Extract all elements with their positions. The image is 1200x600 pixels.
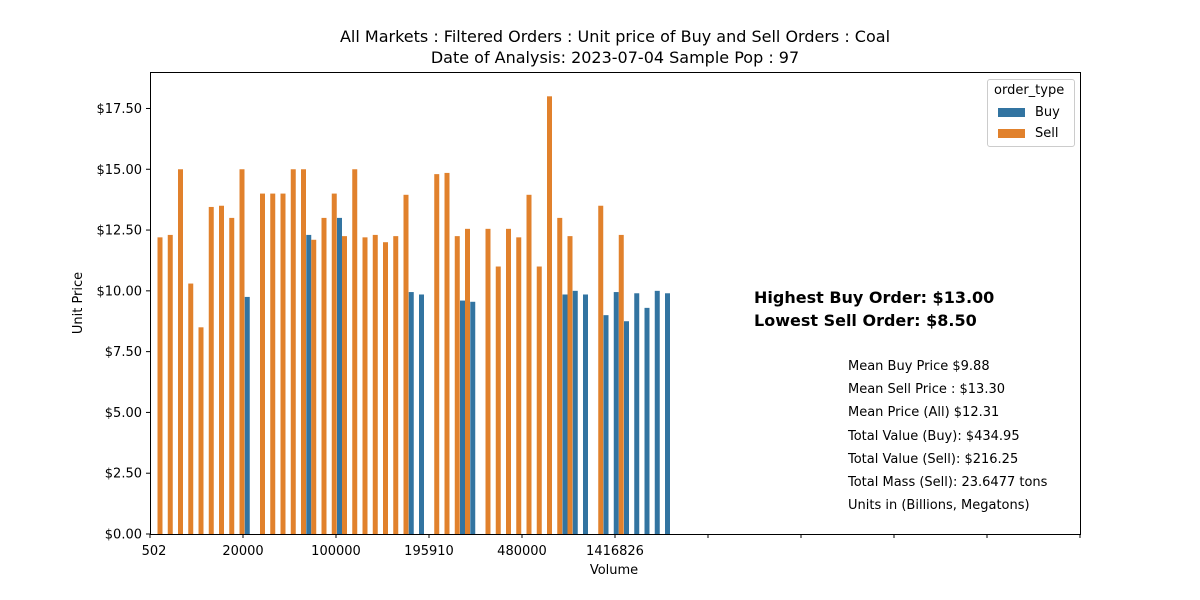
bar-sell-35 xyxy=(516,237,522,535)
bars-group xyxy=(157,96,670,535)
bar-sell-4 xyxy=(198,327,204,534)
bar-sell-14 xyxy=(301,169,306,534)
y-tick-label-3: $7.50 xyxy=(105,345,142,360)
bar-buy-26 xyxy=(419,294,424,534)
bar-sell-5 xyxy=(208,206,214,534)
bar-sell-33 xyxy=(495,266,501,534)
legend-item-sell: Sell xyxy=(998,126,1058,141)
bar-sell-17 xyxy=(331,193,337,534)
x-tick-label-3: 195910 xyxy=(404,544,454,559)
chart-subtitle: Date of Analysis: 2023-07-04 Sample Pop … xyxy=(430,48,800,67)
bar-sell-27 xyxy=(434,174,440,534)
legend-item-buy: Buy xyxy=(998,105,1060,120)
legend-title: order_type xyxy=(994,83,1065,98)
bar-sell-1 xyxy=(167,234,173,535)
bar-sell-10 xyxy=(260,193,265,534)
bar-sell-24 xyxy=(403,194,409,534)
y-tick-label-0: $0.00 xyxy=(105,528,142,543)
bar-sell-3 xyxy=(188,283,194,534)
x-tick-label-0: 502 xyxy=(142,544,167,559)
legend-label-sell: Sell xyxy=(1035,126,1059,141)
bar-sell-0 xyxy=(157,237,163,535)
lowest-sell-annotation: Lowest Sell Order: $8.50 xyxy=(754,311,977,330)
bar-sell-16 xyxy=(321,217,327,535)
stat-mean-buy: Mean Buy Price $9.88 xyxy=(848,359,990,374)
bar-sell-37 xyxy=(536,266,542,534)
bar-buy-30 xyxy=(460,300,465,534)
bar-sell-19 xyxy=(352,169,358,534)
bar-sell-36 xyxy=(526,194,532,534)
bar-buy-42 xyxy=(583,294,588,534)
stat-total-mass-sell: Total Mass (Sell): 23.6477 tons xyxy=(848,475,1048,490)
bar-sell-21 xyxy=(372,234,378,535)
bar-sell-23 xyxy=(393,236,399,534)
bar-sell-22 xyxy=(383,242,388,535)
legend-swatch-buy xyxy=(998,108,1025,117)
bar-sell-18 xyxy=(342,236,347,534)
bar-sell-20 xyxy=(362,237,368,535)
bar-buy-46 xyxy=(624,321,629,534)
legend-label-buy: Buy xyxy=(1035,105,1060,120)
y-tick-label-6: $15.00 xyxy=(97,163,143,178)
bar-sell-45 xyxy=(618,234,624,535)
bar-sell-13 xyxy=(290,169,296,534)
stat-mean-all: Mean Price (All) $12.31 xyxy=(848,405,1000,420)
y-tick-label-5: $12.50 xyxy=(97,224,143,239)
y-axis: $0.00 $2.50 $5.00 $7.50 $10.00 $12.50 $15.00 $1… xyxy=(97,102,150,543)
bar-buy-31 xyxy=(470,301,476,534)
y-tick-label-7: $17.50 xyxy=(97,102,143,117)
bar-sell-30 xyxy=(465,228,470,534)
bar-sell-34 xyxy=(506,228,511,534)
bar-sell-39 xyxy=(557,217,563,535)
x-axis-label: Volume xyxy=(590,563,638,578)
bar-sell-2 xyxy=(178,169,183,534)
bar-buy-9 xyxy=(244,296,250,534)
bar-buy-18 xyxy=(337,217,342,535)
bar-sell-32 xyxy=(485,228,491,534)
legend: order_type Buy Sell xyxy=(987,79,1075,147)
x-tick-label-4: 480000 xyxy=(497,544,547,559)
plot-frame xyxy=(150,72,1081,535)
highest-buy-annotation: Highest Buy Order: $13.00 xyxy=(754,288,995,307)
bar-sell-29 xyxy=(454,236,460,534)
bar-sell-11 xyxy=(270,193,276,534)
bar-sell-38 xyxy=(547,96,552,534)
y-tick-label-4: $10.00 xyxy=(97,284,143,299)
legend-swatch-sell xyxy=(998,129,1025,138)
bar-buy-40 xyxy=(562,294,568,534)
bar-sell-43 xyxy=(598,205,604,534)
bar-buy-47 xyxy=(634,293,640,534)
x-tick-label-5: 1416826 xyxy=(586,544,644,559)
bar-sell-15 xyxy=(311,239,317,535)
bar-buy-15 xyxy=(306,234,312,535)
bar-buy-45 xyxy=(613,292,619,534)
bar-buy-44 xyxy=(603,315,609,534)
bar-sell-28 xyxy=(444,172,450,534)
chart-title: All Markets : Filtered Orders : Unit pri… xyxy=(339,27,891,46)
stat-units-note: Units in (Billions, Megatons) xyxy=(848,498,1030,513)
stat-mean-sell: Mean Sell Price : $13.30 xyxy=(848,382,1006,397)
bar-sell-8 xyxy=(239,169,245,534)
y-axis-label: Unit Price xyxy=(71,272,86,334)
bar-sell-12 xyxy=(280,193,286,534)
bar-buy-25 xyxy=(408,292,414,534)
x-axis: 502 20000 100000 195910 480000 1416826 xyxy=(142,534,1081,559)
bar-buy-48 xyxy=(644,307,650,534)
y-tick-label-2: $5.00 xyxy=(105,406,142,421)
x-tick-label-1: 20000 xyxy=(222,544,263,559)
bar-sell-6 xyxy=(219,205,224,534)
bar-buy-49 xyxy=(654,290,660,534)
x-tick-label-2: 100000 xyxy=(311,544,361,559)
y-tick-label-1: $2.50 xyxy=(105,467,142,482)
bar-buy-41 xyxy=(572,290,578,534)
bar-sell-7 xyxy=(229,217,235,535)
bar-buy-50 xyxy=(665,293,670,534)
bar-sell-40 xyxy=(567,236,573,534)
stat-total-value-buy: Total Value (Buy): $434.95 xyxy=(848,429,1020,444)
stat-total-value-sell: Total Value (Sell): $216.25 xyxy=(848,452,1019,467)
